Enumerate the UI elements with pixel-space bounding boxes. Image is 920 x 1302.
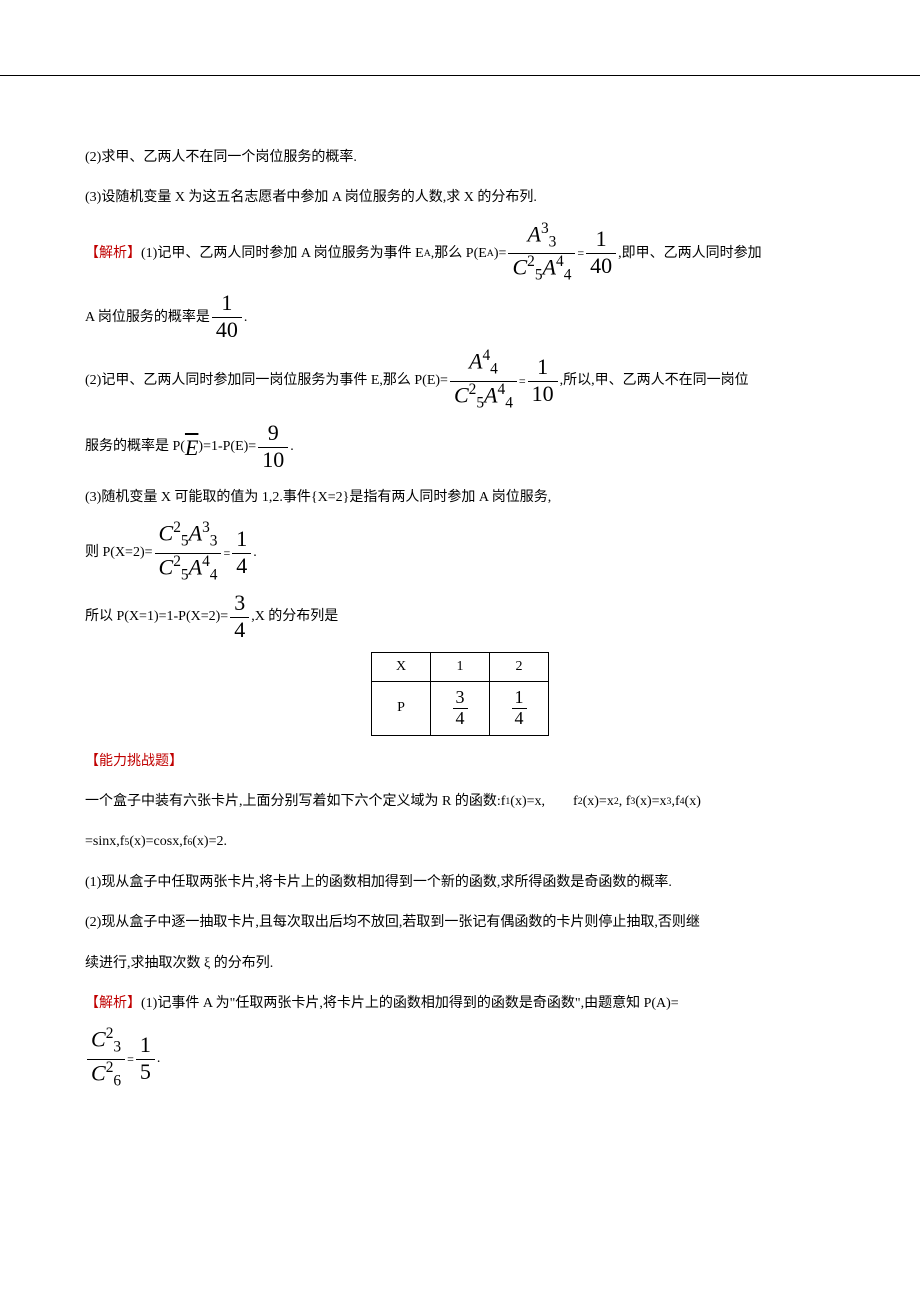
text: (2)记甲、乙两人同时参加同一岗位服务为事件 E,那么 P(E)= bbox=[85, 363, 448, 399]
subquestion-2b: 续进行,求抽取次数 ξ 的分布列. bbox=[85, 946, 835, 982]
equals: = bbox=[127, 1044, 134, 1075]
table-cell: 34 bbox=[431, 682, 490, 736]
text: (1)记事件 A 为"任取两张卡片,将卡片上的函数相加得到的函数是奇函数",由题… bbox=[141, 986, 679, 1022]
text: 服务的概率是 P( bbox=[85, 429, 185, 465]
challenge-label: 能力挑战题 bbox=[99, 744, 169, 780]
equals: = bbox=[223, 538, 230, 569]
subquestion-2a: (2)现从盒子中逐一抽取卡片,且每次取出后均不放回,若取到一张记有偶函数的卡片则… bbox=[85, 905, 835, 941]
label-bracket-close: 】 bbox=[127, 236, 141, 272]
solution-2-line2: 服务的概率是 P(E)=1-P(E)= 910 . bbox=[85, 419, 835, 476]
text: 则 P(X=2)= bbox=[85, 535, 153, 571]
period: . bbox=[157, 1041, 161, 1077]
subscript-A: A bbox=[487, 241, 494, 266]
text: (x)=x bbox=[583, 784, 614, 820]
challenge-heading: 【能力挑战题】 bbox=[85, 744, 835, 780]
table-cell: 14 bbox=[490, 682, 549, 736]
text: ,那么 P(E bbox=[431, 236, 487, 272]
table-header-2: 2 bbox=[490, 653, 549, 682]
equals: = bbox=[519, 366, 526, 397]
fraction-C52A33-over-C52A44: C25A33 C25A44 bbox=[155, 520, 222, 586]
text: ,即甲、乙两人同时参加 bbox=[618, 236, 762, 272]
text: )=1-P(E)= bbox=[198, 429, 256, 465]
text: (x)=2. bbox=[192, 824, 227, 860]
solution-1-line1: 【解析】 (1)记甲、乙两人同时参加 A 岗位服务为事件 EA,那么 P(EA)… bbox=[85, 221, 835, 287]
text: =sinx,f bbox=[85, 824, 124, 860]
solution-3-line1: (3)随机变量 X 可能取的值为 1,2.事件{X=2}是指有两人同时参加 A … bbox=[85, 480, 835, 516]
text: 一个盒子中装有六张卡片,上面分别写着如下六个定义域为 R 的函数:f bbox=[85, 784, 505, 820]
E-complement: E bbox=[185, 419, 198, 476]
text: ,f bbox=[671, 784, 679, 820]
text: (x) bbox=[685, 784, 701, 820]
fraction-1-10: 110 bbox=[528, 355, 558, 408]
fraction-A44-over-C52A44: A44 C25A44 bbox=[450, 348, 517, 414]
period: . bbox=[290, 429, 294, 465]
page-content: (2)求甲、乙两人不在同一个岗位服务的概率. (3)设随机变量 X 为这五名志愿… bbox=[0, 75, 920, 1157]
subscript-A: A bbox=[424, 241, 431, 266]
text: A 岗位服务的概率是 bbox=[85, 300, 210, 336]
bracket-open: 【 bbox=[85, 744, 99, 780]
text: (x)=cosx,f bbox=[129, 824, 187, 860]
text: , f bbox=[619, 784, 631, 820]
question-3: (3)设随机变量 X 为这五名志愿者中参加 A 岗位服务的人数,求 X 的分布列… bbox=[85, 180, 835, 216]
problem-statement-line1: 一个盒子中装有六张卡片,上面分别写着如下六个定义域为 R 的函数:f1(x)=x… bbox=[85, 784, 835, 820]
table-row: X 1 2 bbox=[372, 653, 549, 682]
solution-2-line1: (2)记甲、乙两人同时参加同一岗位服务为事件 E,那么 P(E)= A44 C2… bbox=[85, 348, 835, 414]
text: (1)记甲、乙两人同时参加 A 岗位服务为事件 E bbox=[141, 236, 424, 272]
subquestion-1: (1)现从盒子中任取两张卡片,将卡片上的函数相加得到一个新的函数,求所得函数是奇… bbox=[85, 865, 835, 901]
label-analysis: 解析 bbox=[99, 236, 127, 272]
equals: = bbox=[577, 238, 584, 269]
text: 所以 P(X=1)=1-P(X=2)= bbox=[85, 599, 228, 635]
label-bracket-close: 】 bbox=[127, 986, 141, 1022]
fraction-1-5: 15 bbox=[136, 1033, 155, 1086]
label-analysis: 解析 bbox=[99, 986, 127, 1022]
distribution-table: X 1 2 P 34 14 bbox=[371, 652, 549, 736]
text: ,所以,甲、乙两人不在同一岗位 bbox=[560, 363, 749, 399]
table-header-X: X bbox=[372, 653, 431, 682]
solution-1-line2: A 岗位服务的概率是 140 . bbox=[85, 291, 835, 344]
solution-3-line2: 则 P(X=2)= C25A33 C25A44 = 14 . bbox=[85, 520, 835, 586]
solution-4-line1: 【解析】 (1)记事件 A 为"任取两张卡片,将卡片上的函数相加得到的函数是奇函… bbox=[85, 986, 835, 1022]
bracket-close: 】 bbox=[169, 744, 183, 780]
fraction-1-40: 140 bbox=[586, 227, 616, 280]
text: (x)=x, f bbox=[510, 784, 577, 820]
table-row-label: P bbox=[372, 682, 431, 736]
solution-4-line2: C23 C26 = 15 . bbox=[85, 1026, 835, 1092]
text: ,X 的分布列是 bbox=[251, 599, 338, 635]
fraction-A33-over-C52A44: A33 C25A44 bbox=[508, 221, 575, 287]
fraction-3-4: 34 bbox=[230, 591, 249, 644]
problem-statement-line2: =sinx,f5(x)=cosx,f6(x)=2. bbox=[85, 824, 835, 860]
period: . bbox=[244, 300, 248, 336]
text: )= bbox=[494, 236, 507, 272]
text: (x)=x bbox=[635, 784, 666, 820]
question-2: (2)求甲、乙两人不在同一个岗位服务的概率. bbox=[85, 140, 835, 176]
label-bracket-open: 【 bbox=[85, 986, 99, 1022]
fraction-1-4: 14 bbox=[232, 527, 251, 580]
period: . bbox=[253, 535, 257, 571]
table-row: P 34 14 bbox=[372, 682, 549, 736]
solution-3-line3: 所以 P(X=1)=1-P(X=2)= 34 ,X 的分布列是 bbox=[85, 591, 835, 644]
fraction-1-40: 140 bbox=[212, 291, 242, 344]
fraction-C32-over-C62: C23 C26 bbox=[87, 1026, 125, 1092]
label-bracket-open: 【 bbox=[85, 236, 99, 272]
table-header-1: 1 bbox=[431, 653, 490, 682]
fraction-9-10: 910 bbox=[258, 421, 288, 474]
